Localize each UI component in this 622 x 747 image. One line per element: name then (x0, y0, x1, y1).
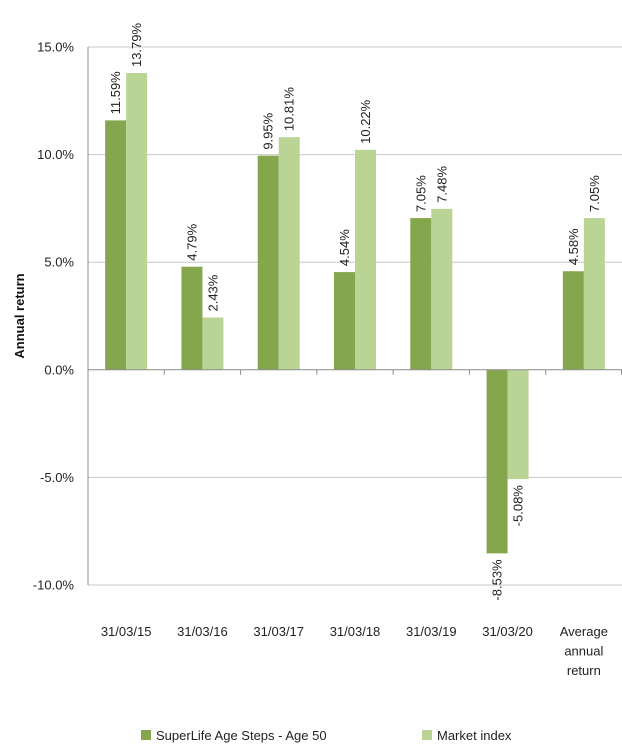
legend-label: Market index (437, 728, 512, 743)
legend: SuperLife Age Steps - Age 50 Market index (141, 728, 512, 743)
y-tick-labels: 15.0% 10.0% 5.0% 0.0% -5.0% -10.0% (33, 40, 75, 593)
bar-superlife (563, 271, 584, 370)
legend-swatch (422, 730, 432, 740)
y-tick-label: 15.0% (37, 40, 74, 55)
bar-superlife (410, 218, 431, 370)
x-tick-label: 31/03/17 (253, 624, 304, 639)
bar-superlife (181, 267, 202, 370)
bar-market-index (508, 370, 529, 479)
x-tick-label: 31/03/19 (406, 624, 457, 639)
data-label: -5.08% (511, 485, 526, 527)
x-tick-labels: 31/03/15 31/03/16 31/03/17 31/03/18 31/03/19… (101, 624, 608, 678)
data-label: 4.79% (184, 223, 199, 260)
bar-market-index (431, 209, 452, 370)
bar-market-index (279, 137, 300, 370)
x-tick-label: 31/03/18 (330, 624, 381, 639)
bar-superlife (334, 272, 355, 370)
bars (105, 73, 605, 553)
y-tick-label: 0.0% (44, 362, 74, 377)
data-label: 9.95% (261, 112, 276, 149)
data-label: 7.48% (434, 166, 449, 203)
x-tick-label: 31/03/15 (101, 624, 152, 639)
legend-swatch (141, 730, 151, 740)
y-axis-title: Annual return (12, 273, 27, 358)
y-tick-label: -10.0% (33, 578, 75, 593)
data-label: -8.53% (490, 559, 505, 601)
bar-superlife (258, 156, 279, 370)
data-label: 7.05% (587, 175, 602, 212)
data-label: 11.59% (108, 71, 123, 115)
data-label: 2.43% (205, 274, 220, 311)
x-tick-label: Average annual return (560, 624, 608, 678)
y-tick-label: 10.0% (37, 147, 74, 162)
bar-superlife (487, 370, 508, 554)
legend-label: SuperLife Age Steps - Age 50 (156, 728, 327, 743)
data-label: 4.58% (566, 228, 581, 265)
bar-market-index (202, 318, 223, 370)
y-tick-label: -5.0% (40, 470, 74, 485)
data-label: 13.79% (129, 23, 144, 68)
bar-market-index (355, 150, 376, 370)
y-tick-label: 5.0% (44, 255, 74, 270)
bar-market-index (126, 73, 147, 370)
data-label: 10.22% (358, 99, 373, 144)
x-tick-label: 31/03/16 (177, 624, 228, 639)
data-label: 4.54% (337, 229, 352, 266)
bar-superlife (105, 120, 126, 369)
data-label: 7.05% (413, 175, 428, 212)
x-tick-label: 31/03/20 (482, 624, 533, 639)
data-label: 10.81% (282, 87, 297, 132)
bar-market-index (584, 218, 605, 370)
